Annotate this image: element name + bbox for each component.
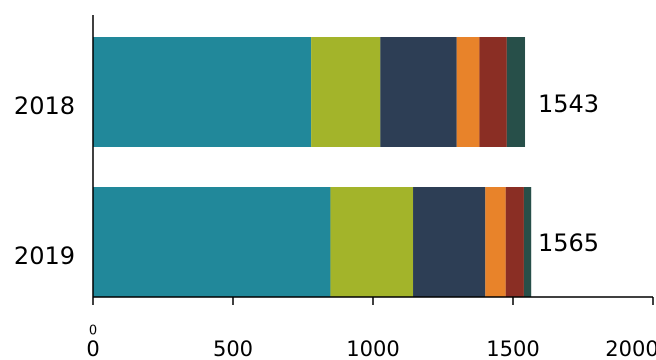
bar-segment	[93, 187, 331, 297]
bar-segment	[505, 187, 524, 297]
x-tick-label: 2000	[605, 337, 656, 360]
bar-segment	[330, 187, 414, 297]
bar-segment	[506, 37, 526, 147]
annotation: 0	[89, 324, 97, 339]
bar-segment	[380, 37, 457, 147]
bar-segment	[93, 37, 312, 147]
bar-segment	[523, 187, 532, 297]
total-label: 1543	[538, 90, 599, 118]
bar-segment	[479, 37, 507, 147]
x-tick-label: 1500	[486, 337, 539, 360]
bar-segment	[413, 187, 486, 297]
bar-segment	[311, 37, 381, 147]
x-tick-label: 1000	[346, 337, 399, 360]
total-label: 1565	[538, 229, 599, 257]
category-label: 2019	[14, 242, 75, 270]
bar-segment	[456, 37, 480, 147]
x-tick-label: 0	[86, 337, 99, 360]
bar-segment	[485, 187, 506, 297]
category-label: 2018	[14, 92, 75, 120]
x-tick-label: 500	[213, 337, 253, 360]
